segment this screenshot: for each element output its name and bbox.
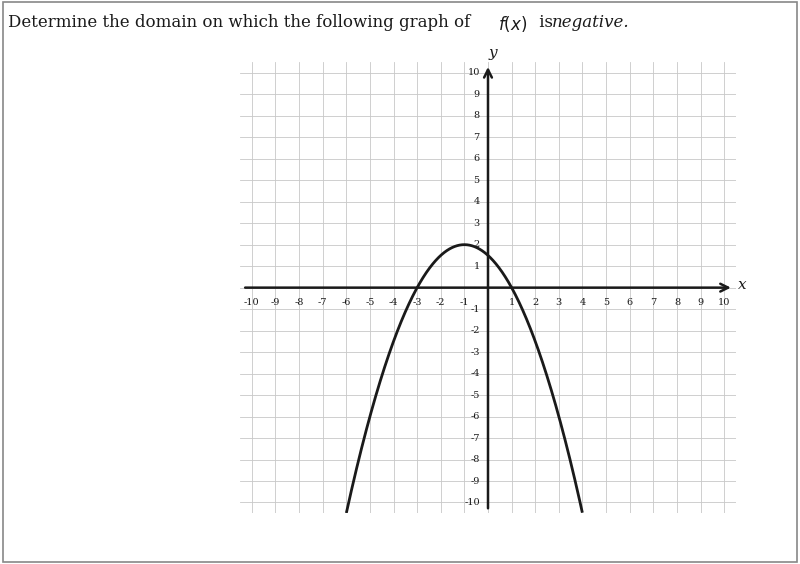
Text: -9: -9 (270, 298, 280, 307)
Text: -10: -10 (244, 298, 260, 307)
Text: -9: -9 (470, 477, 480, 486)
Text: -7: -7 (318, 298, 327, 307)
Text: -10: -10 (464, 498, 480, 507)
Text: is: is (534, 14, 558, 31)
Text: 3: 3 (474, 219, 480, 228)
Text: 2: 2 (474, 240, 480, 249)
Text: 7: 7 (650, 298, 657, 307)
Text: 7: 7 (474, 133, 480, 142)
Text: x: x (738, 279, 747, 293)
Text: 10: 10 (467, 68, 480, 77)
Text: 5: 5 (603, 298, 609, 307)
Text: -6: -6 (470, 412, 480, 421)
Text: 4: 4 (579, 298, 586, 307)
Text: 2: 2 (532, 298, 538, 307)
Text: 8: 8 (474, 111, 480, 120)
Text: 3: 3 (556, 298, 562, 307)
Text: -5: -5 (366, 298, 374, 307)
Text: -4: -4 (389, 298, 398, 307)
Text: 8: 8 (674, 298, 680, 307)
Text: 10: 10 (718, 298, 730, 307)
Text: 9: 9 (698, 298, 704, 307)
Text: 1: 1 (474, 262, 480, 271)
Text: -7: -7 (470, 434, 480, 443)
Text: 9: 9 (474, 90, 480, 99)
Text: -8: -8 (470, 455, 480, 464)
Text: -1: -1 (470, 305, 480, 314)
Text: 4: 4 (474, 197, 480, 206)
Text: 5: 5 (474, 176, 480, 185)
Text: 6: 6 (626, 298, 633, 307)
Text: -8: -8 (294, 298, 304, 307)
Text: negative.: negative. (552, 14, 630, 31)
Text: -5: -5 (470, 390, 480, 399)
Text: -2: -2 (436, 298, 446, 307)
Text: 1: 1 (509, 298, 514, 307)
Text: 6: 6 (474, 154, 480, 163)
Text: -2: -2 (470, 326, 480, 335)
Text: -6: -6 (342, 298, 351, 307)
Text: -3: -3 (412, 298, 422, 307)
Text: y: y (489, 46, 497, 60)
Text: $f(x)$: $f(x)$ (498, 14, 527, 34)
Text: -1: -1 (460, 298, 469, 307)
Text: -3: -3 (470, 347, 480, 356)
Text: -4: -4 (470, 369, 480, 378)
Text: Determine the domain on which the following graph of: Determine the domain on which the follow… (8, 14, 475, 31)
